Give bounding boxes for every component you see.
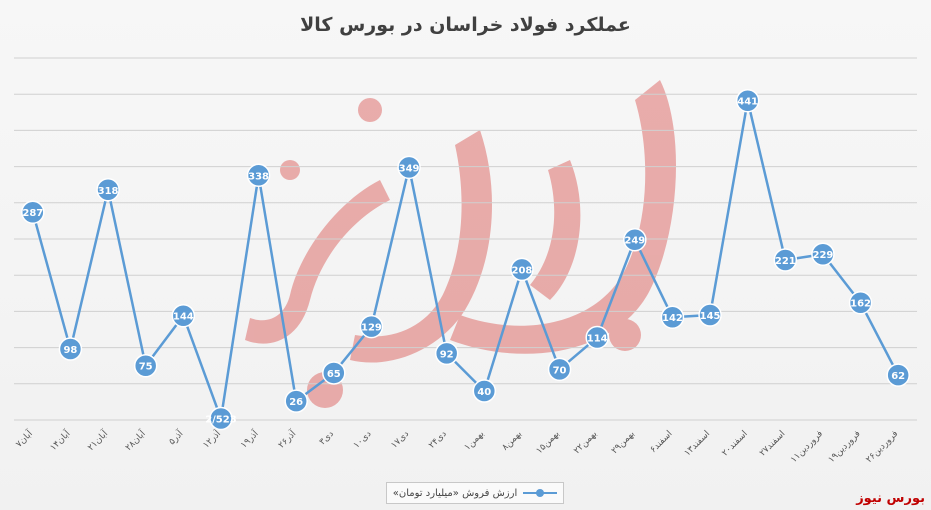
data-label: 318 (98, 186, 119, 197)
x-tick-label: ۱۴آبان (47, 427, 73, 453)
data-label: 145 (700, 311, 721, 322)
data-point (359, 314, 384, 339)
x-tick-label: ۲۲بهمن (572, 429, 599, 456)
data-point (848, 290, 873, 315)
data-point (171, 303, 196, 328)
data-label: 26 (289, 397, 303, 408)
data-point (21, 200, 45, 224)
data-point (811, 242, 835, 266)
legend: ارزش فروش «میلیارد تومان» (386, 482, 564, 504)
x-tick-label: ۲۹بهمن (610, 429, 637, 456)
data-label: 98 (63, 345, 77, 356)
data-point (133, 353, 158, 378)
x-tick-label: ۳دی (318, 429, 336, 447)
x-tick-label: ۱۷دی (389, 429, 411, 451)
data-label: 70 (553, 365, 567, 376)
x-tick-label: ۲۶آذر (275, 427, 298, 450)
gridlines (14, 57, 917, 421)
data-labels: 287 98 318 75 144 2/523 338 26 65 129 349 92 40 208 70… (22, 97, 905, 426)
data-label: 114 (587, 333, 608, 344)
x-tick-label: ۲۷اسفند (758, 429, 787, 458)
x-tick-label: ۱۱فروردین (789, 429, 825, 465)
data-label: 249 (624, 236, 645, 247)
data-point (96, 178, 120, 202)
x-tick-label: ۷آبان (13, 427, 35, 449)
x-tick-label: ۶اسفند (648, 429, 674, 455)
data-label: 287 (22, 208, 43, 219)
data-point (472, 379, 497, 403)
x-axis: ۷آبان ۱۴آبان ۲۱آبان ۲۸آبان ۵آذر ۱۲آذر ۱۹آذر ۲۶آ… (13, 427, 900, 465)
data-label: 221 (775, 256, 796, 267)
data-point (397, 155, 421, 180)
data-label: 349 (399, 163, 420, 174)
x-tick-label: ۱۹فروردین (827, 429, 863, 465)
data-point (58, 337, 83, 361)
data-label: 338 (248, 171, 269, 182)
data-point (510, 257, 534, 282)
data-point (547, 357, 572, 382)
x-tick-label: ۱۹آذر (238, 427, 261, 450)
data-point (246, 163, 271, 188)
data-label: 129 (361, 323, 382, 334)
data-label: 40 (477, 387, 491, 398)
data-point (209, 406, 233, 431)
series-line (31, 99, 900, 420)
data-label: 441 (737, 97, 758, 108)
x-tick-label: ۱۰دی (352, 429, 374, 451)
data-markers (21, 88, 910, 431)
data-point (585, 325, 609, 350)
x-tick-label: ۱۲آذر (200, 427, 223, 450)
data-label: 62 (891, 371, 905, 382)
data-label: 2/523 (205, 415, 237, 426)
data-label: 142 (662, 313, 683, 324)
legend-label: ارزش فروش «میلیارد تومان» (392, 487, 518, 499)
data-label: 92 (440, 349, 454, 360)
x-tick-label: ۲۸آبان (122, 427, 148, 453)
data-label: 144 (173, 312, 194, 323)
x-tick-label: ۲۱آبان (85, 427, 111, 453)
legend-swatch-icon (523, 488, 558, 498)
data-label: 162 (850, 299, 871, 310)
x-tick-label: ۲۶فروردین (864, 429, 900, 465)
x-tick-label: ۱۳اسفند (683, 429, 712, 458)
data-label: 229 (813, 250, 834, 261)
x-tick-label: ۲۴دی (427, 429, 449, 451)
data-point (284, 389, 308, 413)
x-tick-label: ۸بهمن (500, 429, 524, 453)
data-point (735, 88, 760, 113)
x-tick-label: ۱۵بهمن (535, 429, 562, 456)
chart-title: عملکرد فولاد خراسان در بورس کالا (300, 14, 631, 36)
data-label: 208 (512, 265, 533, 276)
data-point (773, 248, 798, 272)
data-label: 65 (327, 369, 341, 380)
data-point (660, 305, 685, 329)
series-line-path (31, 99, 900, 420)
x-tick-label: ۵آذر (166, 427, 186, 447)
data-label: 75 (139, 362, 153, 373)
brand-watermark: بورس نیوز (856, 491, 925, 506)
data-point (886, 363, 910, 387)
data-point (623, 227, 647, 252)
data-point (322, 361, 346, 385)
x-tick-label: ۲۰اسفند (720, 429, 749, 458)
data-point (698, 303, 722, 327)
x-tick-label: ۱بهمن (463, 429, 487, 453)
data-point (434, 341, 459, 366)
